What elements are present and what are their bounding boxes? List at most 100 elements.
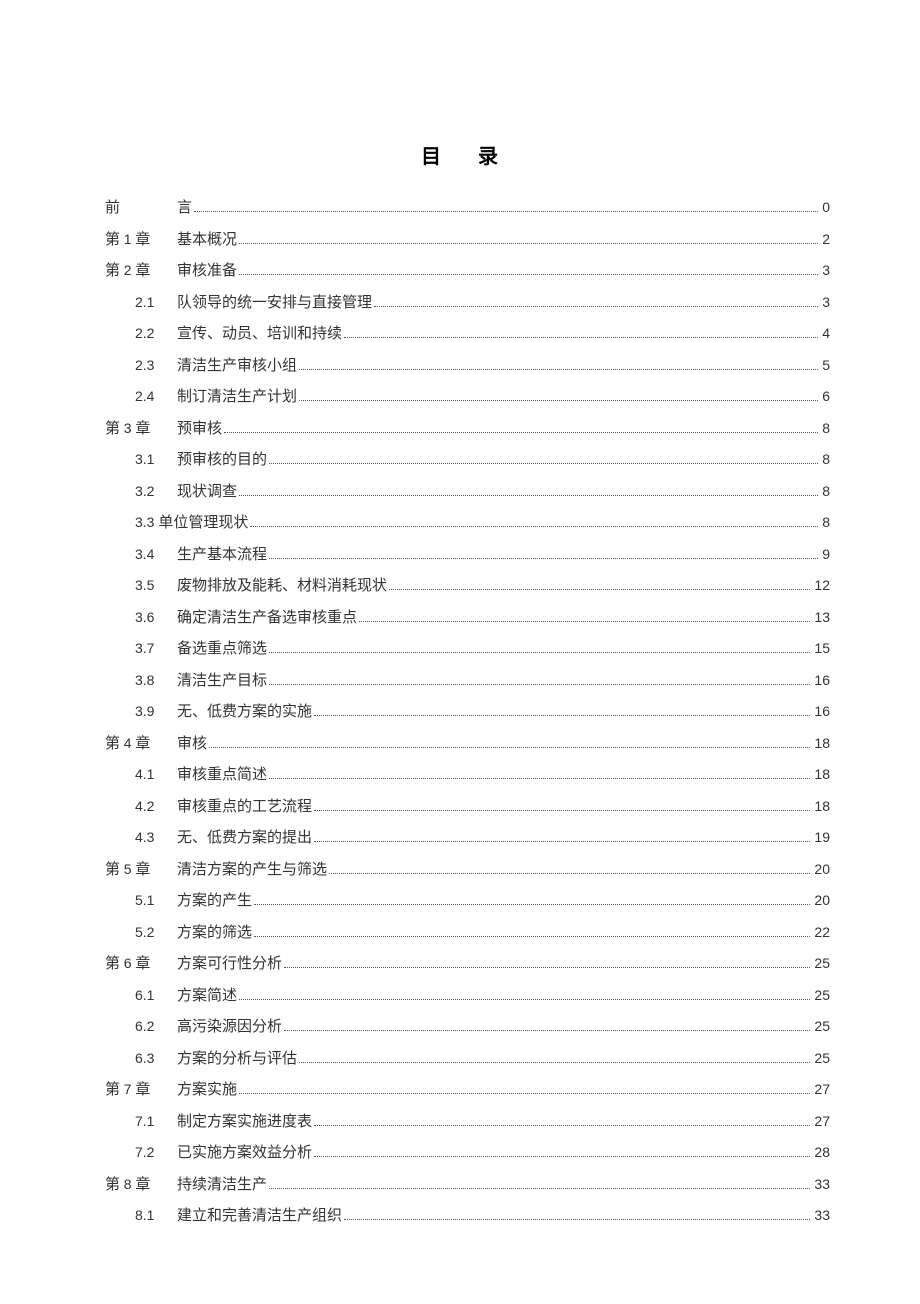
toc-title: 目 录	[105, 140, 830, 169]
toc-entry-label: 第 4 章	[105, 733, 177, 756]
toc-leader	[314, 1156, 810, 1157]
toc-entry-text: 制定方案实施进度表	[177, 1111, 312, 1134]
toc-entry-label: 第 8 章	[105, 1174, 177, 1197]
toc-entry: 6.2高污染源因分析25	[135, 1016, 830, 1039]
toc-entry-page: 25	[814, 953, 830, 974]
toc-entry-text: 审核准备	[177, 260, 237, 283]
toc-leader	[269, 778, 810, 779]
toc-entry-page: 19	[814, 827, 830, 848]
toc-entry: 3.8清洁生产目标16	[135, 670, 830, 693]
toc-entry: 第 1 章基本概况2	[105, 229, 830, 252]
toc-leader	[269, 684, 810, 685]
toc-leader	[344, 1219, 810, 1220]
toc-leader	[239, 1093, 810, 1094]
toc-entry-label: 6.1	[135, 985, 177, 1006]
toc-entry-page: 8	[822, 481, 830, 502]
toc-leader	[239, 999, 810, 1000]
toc-entry: 6.1方案简述 25	[135, 985, 830, 1008]
toc-entry-page: 33	[814, 1174, 830, 1195]
toc-entry-label: 第 3 章	[105, 418, 177, 441]
toc-entry: 第 2 章审核准备3	[105, 260, 830, 283]
toc-entry-text: 队领导的统一安排与直接管理	[177, 292, 372, 315]
toc-entry-page: 13	[814, 607, 830, 628]
toc-entry-label: 3.2	[135, 481, 177, 502]
toc-entry-page: 15	[814, 638, 830, 659]
toc-entry-text: 已实施方案效益分析	[177, 1142, 312, 1165]
toc-entry-text: 方案简述	[177, 985, 237, 1008]
toc-entry: 2.1队领导的统一安排与直接管理3	[135, 292, 830, 315]
toc-leader	[359, 621, 810, 622]
toc-entry-page: 25	[814, 985, 830, 1006]
toc-leader	[209, 747, 810, 748]
toc-entry-page: 18	[814, 733, 830, 754]
toc-entry: 3.9无、低费方案的实施 16	[135, 701, 830, 724]
toc-entry-page: 25	[814, 1048, 830, 1069]
toc-entry-page: 16	[814, 701, 830, 722]
toc-entry-text: 清洁方案的产生与筛选	[177, 859, 327, 882]
toc-entry-page: 5	[822, 355, 830, 376]
toc-entry-label: 3.6	[135, 607, 177, 628]
toc-leader	[329, 873, 810, 874]
toc-entry-label: 3.5	[135, 575, 177, 596]
toc-entry-text: 确定清洁生产备选审核重点	[177, 607, 357, 630]
toc-entry-text: 清洁生产目标	[177, 670, 267, 693]
toc-leader	[314, 841, 810, 842]
toc-leader	[239, 495, 818, 496]
toc-entry-text: 审核	[177, 733, 207, 756]
toc-entry-text: 备选重点筛选	[177, 638, 267, 661]
toc-leader	[269, 1188, 810, 1189]
toc-entry-page: 18	[814, 764, 830, 785]
toc-entry-page: 16	[814, 670, 830, 691]
toc-entry-label: 2.4	[135, 386, 177, 407]
toc-entry-label: 3.4	[135, 544, 177, 565]
toc-entry-page: 2	[822, 229, 830, 250]
toc-entry-text: 现状调查	[177, 481, 237, 504]
toc-entry-label: 第 6 章	[105, 953, 177, 976]
toc-entry-page: 20	[814, 859, 830, 880]
toc-leader	[314, 715, 810, 716]
toc-entry-label: 第 5 章	[105, 859, 177, 882]
toc-leader	[224, 432, 818, 433]
toc-entry: 第 5 章清洁方案的产生与筛选 20	[105, 859, 830, 882]
toc-entry-text: 方案的分析与评估	[177, 1048, 297, 1071]
toc-entry-text: 宣传、动员、培训和持续	[177, 323, 342, 346]
toc-entry-page: 28	[814, 1142, 830, 1163]
toc-leader	[269, 558, 818, 559]
toc-entry: 第 4 章审核 18	[105, 733, 830, 756]
toc-entry: 5.1方案的产生20	[135, 890, 830, 913]
toc-entry-page: 27	[814, 1111, 830, 1132]
toc-entry-page: 9	[822, 544, 830, 565]
toc-leader	[284, 1030, 810, 1031]
toc-entry: 3.5废物排放及能耗、材料消耗现状12	[135, 575, 830, 598]
toc-entry-label: 第 7 章	[105, 1079, 177, 1102]
toc-entry-text: 清洁生产审核小组	[177, 355, 297, 378]
toc-entry-text: 无、低费方案的实施	[177, 701, 312, 724]
toc-entry: 4.3无、低费方案的提出19	[135, 827, 830, 850]
toc-entry-text: 言	[177, 197, 192, 220]
toc-entry-text: 方案可行性分析	[177, 953, 282, 976]
toc-entry-text: 方案实施	[177, 1079, 237, 1102]
toc-entry-label: 7.1	[135, 1111, 177, 1132]
toc-entry-label: 8.1	[135, 1205, 177, 1226]
toc-entry: 前言0	[105, 197, 830, 220]
toc-leader	[194, 211, 818, 212]
toc-entry-label: 3.9	[135, 701, 177, 722]
toc-entry-label: 6.3	[135, 1048, 177, 1069]
toc-entry-label: 3.3 单位管理现状	[135, 512, 248, 535]
toc-entry-label: 3.1	[135, 449, 177, 470]
toc-entry-page: 8	[822, 418, 830, 439]
toc-entry-page: 27	[814, 1079, 830, 1100]
toc-entry-text: 方案的产生	[177, 890, 252, 913]
toc-entry-label: 第 2 章	[105, 260, 177, 283]
toc-entry-label: 前	[105, 197, 177, 220]
toc-entry: 第 8 章持续清洁生产33	[105, 1174, 830, 1197]
toc-entry-page: 22	[814, 922, 830, 943]
toc-entry-text: 审核重点的工艺流程	[177, 796, 312, 819]
toc-entry-label: 5.2	[135, 922, 177, 943]
toc-entry-page: 20	[814, 890, 830, 911]
toc-entry-page: 6	[822, 386, 830, 407]
toc-entry-text: 预审核的目的	[177, 449, 267, 472]
toc-entry-text: 审核重点简述	[177, 764, 267, 787]
toc-leader	[374, 306, 818, 307]
toc-entry-label: 4.3	[135, 827, 177, 848]
